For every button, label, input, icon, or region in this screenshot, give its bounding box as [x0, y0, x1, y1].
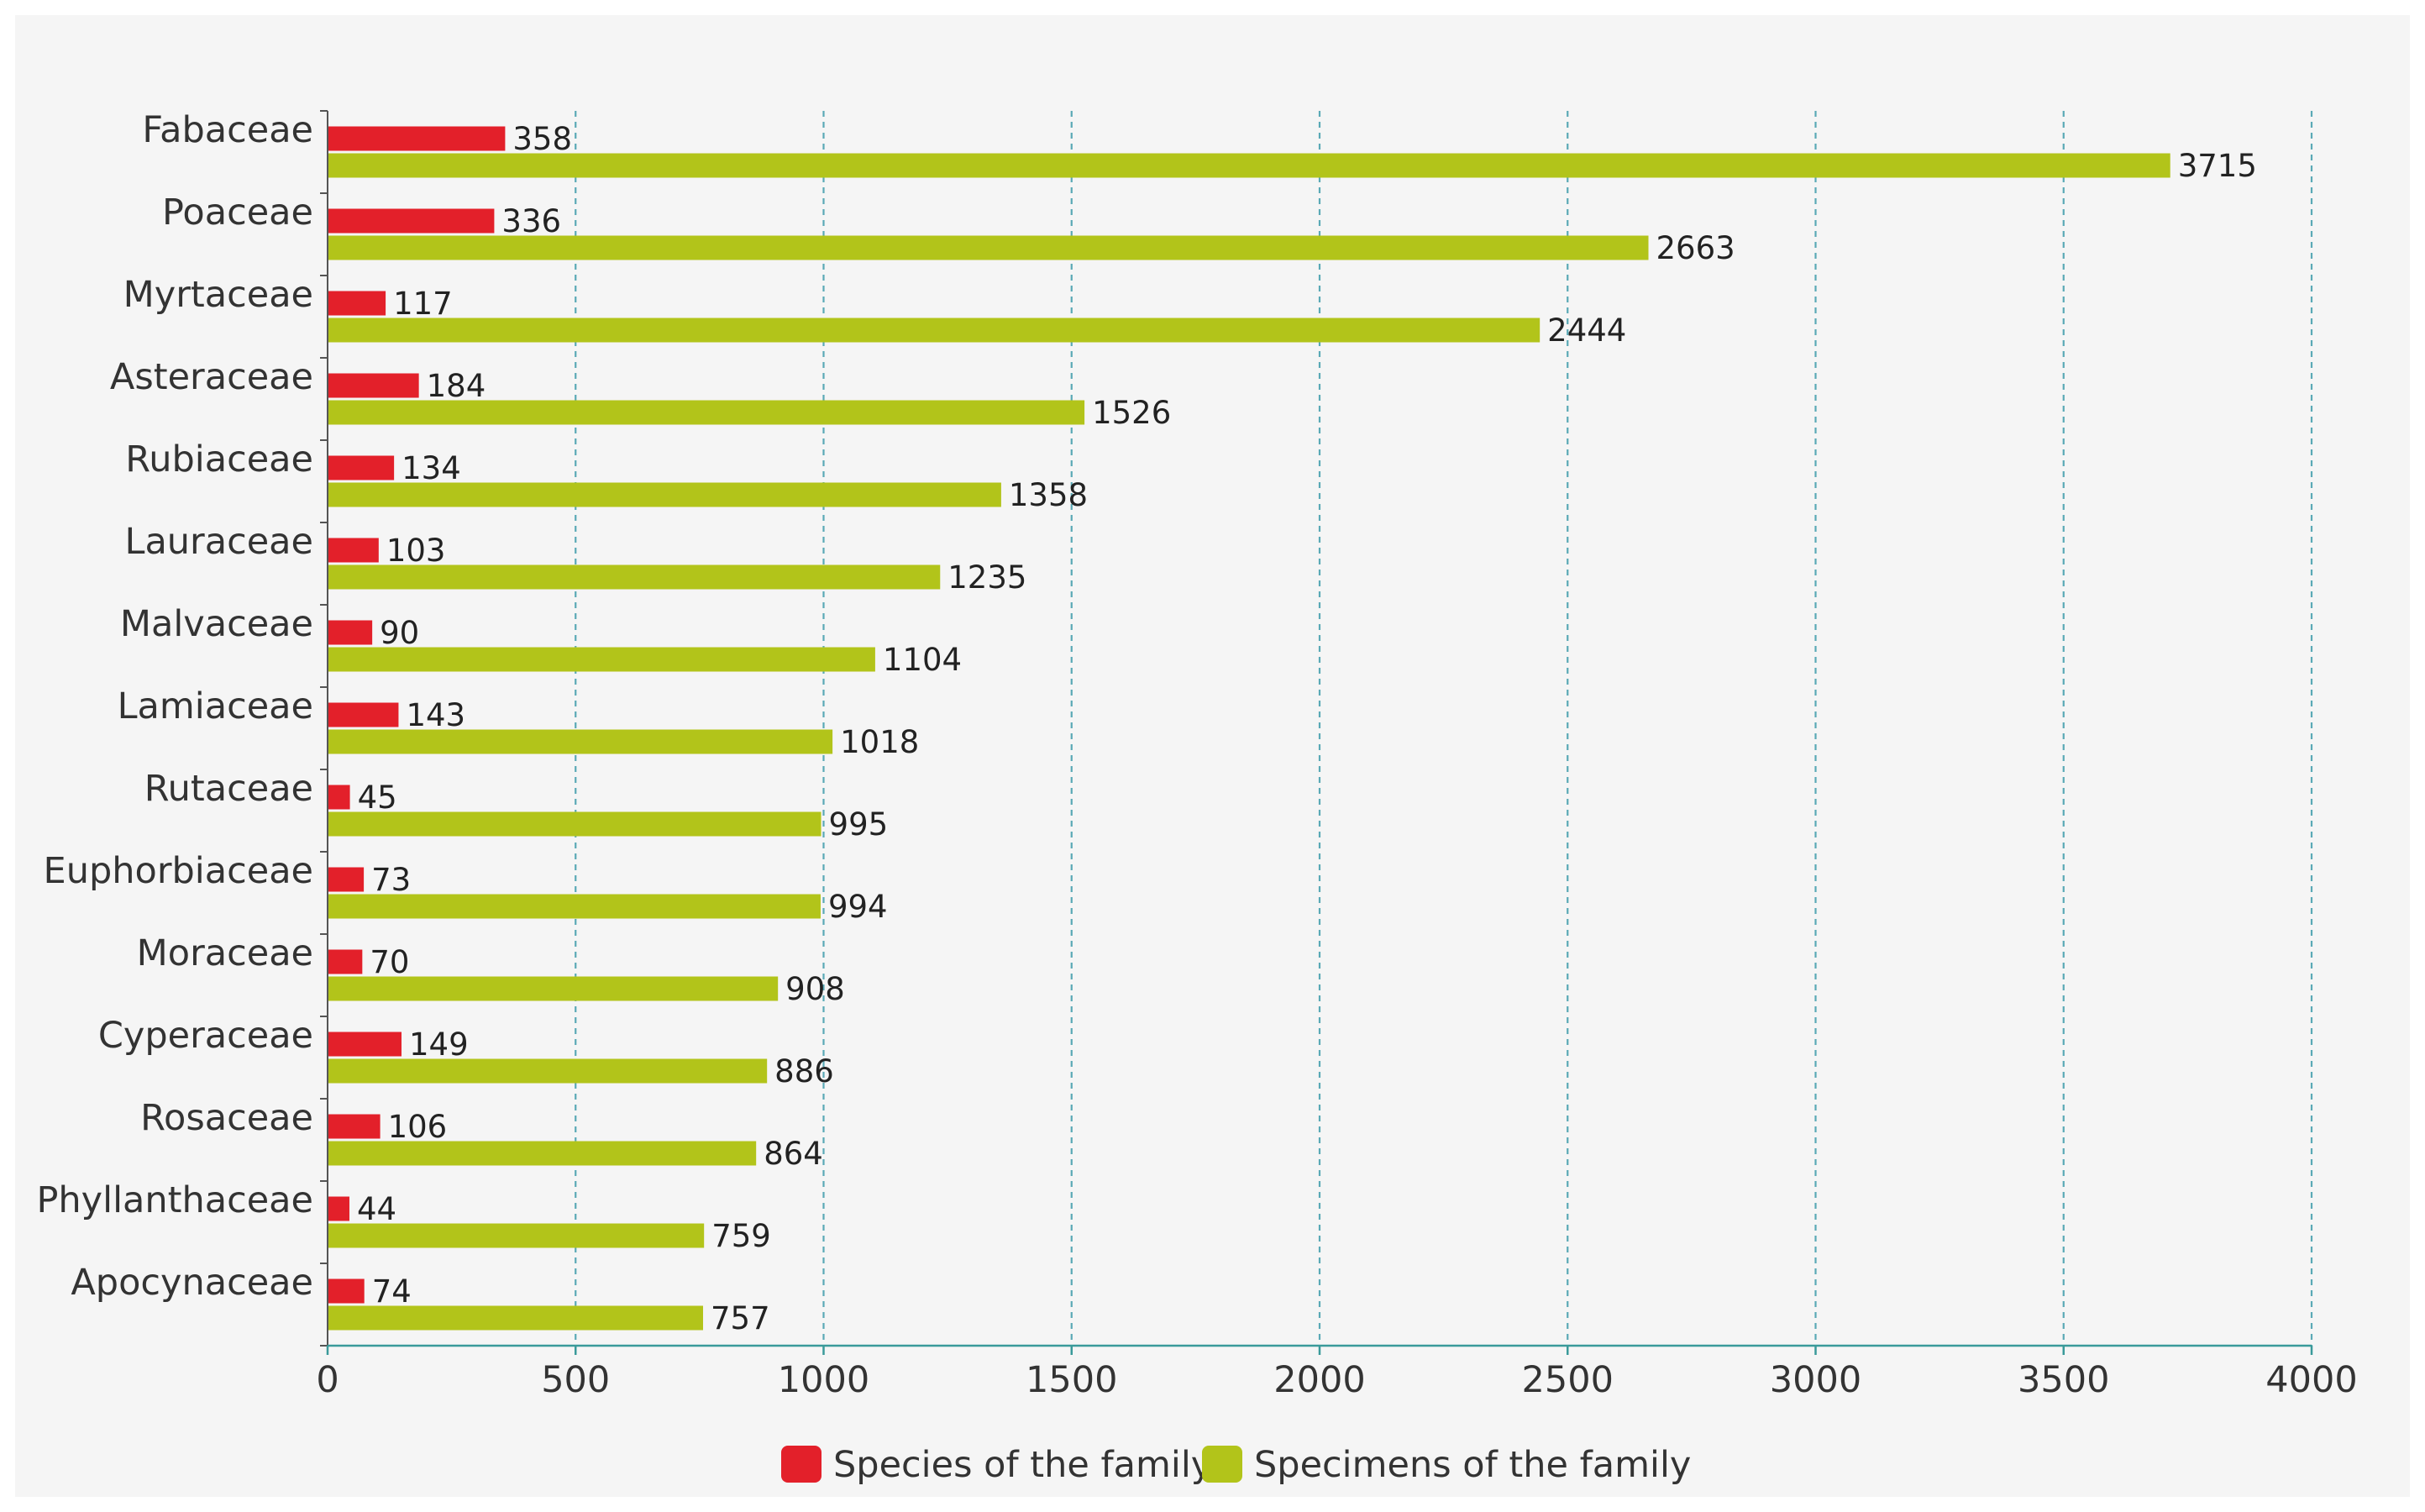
x-tick-label-4000: 4000: [2265, 1359, 2357, 1401]
category-label-rutaceae: Rutaceae: [144, 768, 313, 810]
category-label-apocynaceae: Apocynaceae: [71, 1262, 313, 1304]
bar-species-euphorbiaceae: [328, 867, 365, 892]
category-label-myrtaceae: Myrtaceae: [123, 274, 313, 316]
bar-species-cyperaceae: [328, 1032, 402, 1057]
category-label-poaceae: Poaceae: [162, 192, 313, 234]
bar-species-lamiaceae: [328, 702, 399, 727]
data-label-specimens-fabaceae: 3715: [2178, 148, 2257, 184]
bar-specimens-moraceae: [328, 976, 779, 1001]
bar-specimens-myrtaceae: [328, 318, 1541, 343]
legend-item-specimens[interactable]: Specimens of the family: [1202, 1444, 1691, 1486]
data-label-specimens-asteraceae: 1526: [1092, 395, 1171, 431]
category-label-lamiaceae: Lamiaceae: [118, 685, 313, 727]
data-label-species-rosaceae: 106: [388, 1109, 448, 1145]
data-label-species-lauraceae: 103: [386, 533, 446, 569]
bar-specimens-apocynaceae: [328, 1305, 704, 1331]
category-label-rubiaceae: Rubiaceae: [125, 438, 313, 480]
bar-specimens-rubiaceae: [328, 482, 1001, 507]
data-label-specimens-rosaceae: 864: [764, 1136, 823, 1172]
data-label-specimens-rubiaceae: 1358: [1009, 477, 1088, 513]
bar-specimens-rosaceae: [328, 1141, 757, 1166]
x-tick-label-3000: 3000: [1770, 1359, 1861, 1401]
bar-specimens-euphorbiaceae: [328, 894, 821, 919]
bar-species-asteraceae: [328, 373, 419, 398]
chart-background: [15, 15, 2410, 1497]
category-label-fabaceae: Fabaceae: [142, 109, 313, 151]
x-tick-label-1500: 1500: [1026, 1359, 1117, 1401]
data-label-species-fabaceae: 358: [512, 121, 572, 157]
data-label-species-asteraceae: 184: [427, 368, 486, 404]
legend[interactable]: Species of the family Specimens of the fa…: [781, 1444, 1691, 1486]
legend-label-species: Species of the family: [833, 1444, 1212, 1486]
data-label-species-rutaceae: 45: [358, 780, 397, 816]
category-label-asteraceae: Asteraceae: [110, 356, 313, 398]
bar-specimens-fabaceae: [328, 153, 2170, 178]
data-label-species-apocynaceae: 74: [372, 1273, 412, 1310]
data-label-species-cyperaceae: 149: [409, 1026, 469, 1063]
category-label-rosaceae: Rosaceae: [140, 1097, 313, 1139]
data-label-species-phyllanthaceae: 44: [357, 1191, 396, 1227]
legend-swatch-specimens: [1202, 1446, 1242, 1483]
bar-species-malvaceae: [328, 620, 373, 645]
bars: [328, 126, 2170, 1331]
x-tick-label-500: 500: [541, 1359, 610, 1401]
data-label-specimens-lamiaceae: 1018: [840, 724, 919, 760]
data-label-specimens-phyllanthaceae: 759: [711, 1218, 771, 1254]
category-label-malvaceae: Malvaceae: [120, 603, 313, 645]
bar-specimens-lamiaceae: [328, 729, 833, 754]
bar-species-myrtaceae: [328, 291, 386, 316]
bar-specimens-lauraceae: [328, 564, 941, 590]
bar-specimens-cyperaceae: [328, 1058, 768, 1084]
data-label-specimens-malvaceae: 1104: [883, 642, 962, 678]
labels: 358 336 117 184 134 103 90 143 45 73 70 149 106 44 74 3…: [37, 109, 2358, 1401]
bar-species-rutaceae: [328, 785, 350, 810]
data-label-species-lamiaceae: 143: [406, 697, 465, 733]
data-label-specimens-myrtaceae: 2444: [1547, 312, 1626, 349]
bar-species-phyllanthaceae: [328, 1196, 349, 1221]
data-label-specimens-poaceae: 2663: [1656, 230, 1735, 266]
data-label-species-rubiaceae: 134: [402, 450, 461, 486]
legend-swatch-species: [781, 1446, 821, 1483]
bar-species-poaceae: [328, 208, 495, 234]
axes: [320, 110, 2313, 1355]
data-label-species-poaceae: 336: [501, 203, 561, 239]
bar-specimens-malvaceae: [328, 647, 875, 672]
x-tick-label-1000: 1000: [778, 1359, 869, 1401]
data-label-species-moraceae: 70: [370, 944, 409, 980]
data-label-specimens-rutaceae: 995: [829, 806, 889, 843]
data-label-species-malvaceae: 90: [380, 615, 419, 651]
bar-species-rosaceae: [328, 1114, 381, 1139]
bar-species-lauraceae: [328, 538, 379, 563]
legend-label-specimens: Specimens of the family: [1254, 1444, 1691, 1486]
category-label-moraceae: Moraceae: [137, 932, 313, 974]
bar-specimens-poaceae: [328, 235, 1649, 260]
bar-species-fabaceae: [328, 126, 506, 151]
data-label-specimens-euphorbiaceae: 994: [828, 889, 888, 925]
x-tick-label-2000: 2000: [1273, 1359, 1365, 1401]
data-label-specimens-moraceae: 908: [785, 971, 845, 1007]
legend-item-species[interactable]: Species of the family: [781, 1444, 1212, 1486]
data-label-specimens-lauraceae: 1235: [947, 559, 1026, 596]
bar-species-apocynaceae: [328, 1278, 365, 1304]
category-label-phyllanthaceae: Phyllanthaceae: [37, 1179, 314, 1221]
gridlines: [575, 111, 2313, 1346]
data-label-specimens-apocynaceae: 757: [711, 1300, 770, 1336]
bar-specimens-asteraceae: [328, 400, 1085, 425]
bar-specimens-rutaceae: [328, 811, 821, 837]
x-tick-label-2500: 2500: [1522, 1359, 1614, 1401]
bar-specimens-phyllanthaceae: [328, 1223, 705, 1248]
category-label-lauraceae: Lauraceae: [125, 521, 314, 563]
category-label-cyperaceae: Cyperaceae: [98, 1015, 313, 1057]
data-label-species-euphorbiaceae: 73: [371, 862, 411, 898]
bar-species-rubiaceae: [328, 455, 395, 480]
x-tick-label-0: 0: [316, 1359, 339, 1401]
bar-species-moraceae: [328, 949, 363, 974]
x-tick-label-3500: 3500: [2018, 1359, 2109, 1401]
data-label-specimens-cyperaceae: 886: [774, 1053, 834, 1089]
category-label-euphorbiaceae: Euphorbiaceae: [44, 850, 313, 892]
data-label-species-myrtaceae: 117: [393, 286, 453, 322]
